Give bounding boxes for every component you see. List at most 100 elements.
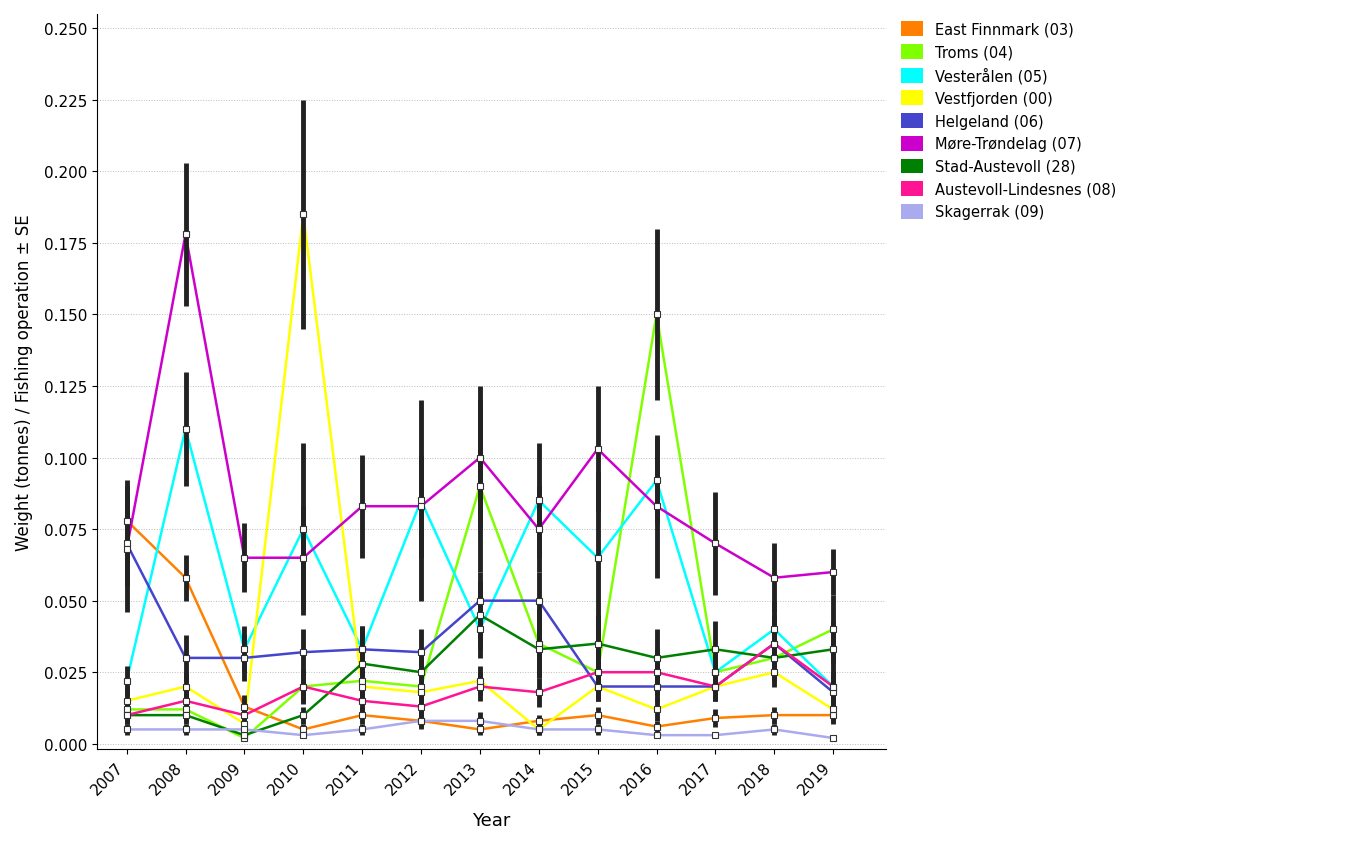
Stad-Austevoll (28) [354,659,370,669]
Troms (04) [825,625,841,635]
Vesterålen (05) [178,425,194,435]
Møre-Trøndelag (07) [295,553,311,563]
Vestfjorden (00) [649,705,665,715]
Vestfjorden (00) [295,210,311,220]
East Finnmark (03) [825,710,841,720]
X-axis label: Year: Year [473,811,511,829]
Line: Skagerrak (09): Skagerrak (09) [127,721,833,738]
Vestfjorden (00) [766,668,783,678]
Helgeland (06) [530,596,546,606]
Møre-Trøndelag (07) [649,501,665,511]
Møre-Trøndelag (07) [354,501,370,511]
Austevoll-Lindesnes (08) [119,710,135,720]
Line: Møre-Trøndelag (07): Møre-Trøndelag (07) [127,235,833,578]
Austevoll-Lindesnes (08) [530,687,546,697]
Austevoll-Lindesnes (08) [236,710,253,720]
Skagerrak (09) [530,724,546,734]
East Finnmark (03) [530,716,546,726]
Skagerrak (09) [178,724,194,734]
East Finnmark (03) [119,516,135,526]
Helgeland (06) [354,645,370,655]
Stad-Austevoll (28) [825,645,841,655]
Møre-Trøndelag (07) [766,573,783,583]
East Finnmark (03) [649,722,665,732]
Skagerrak (09) [590,724,607,734]
Vestfjorden (00) [178,682,194,692]
Austevoll-Lindesnes (08) [649,668,665,678]
Vesterålen (05) [471,625,488,635]
Vestfjorden (00) [590,682,607,692]
Stad-Austevoll (28) [236,730,253,740]
Vestfjorden (00) [471,676,488,686]
Troms (04) [530,639,546,649]
Austevoll-Lindesnes (08) [766,639,783,649]
Troms (04) [708,668,724,678]
Stad-Austevoll (28) [178,710,194,720]
Helgeland (06) [236,653,253,663]
Y-axis label: Weight (tonnes) / Fishing operation ± SE: Weight (tonnes) / Fishing operation ± SE [15,214,33,550]
Vesterålen (05) [766,625,783,635]
Troms (04) [178,705,194,715]
Vestfjorden (00) [119,696,135,706]
Legend: East Finnmark (03), Troms (04), Vesterålen (05), Vestfjorden (00), Helgeland (06: East Finnmark (03), Troms (04), Vesterål… [902,22,1116,220]
Møre-Trøndelag (07) [590,445,607,455]
Skagerrak (09) [471,716,488,726]
Helgeland (06) [649,682,665,692]
Austevoll-Lindesnes (08) [295,682,311,692]
Helgeland (06) [590,682,607,692]
Line: Austevoll-Lindesnes (08): Austevoll-Lindesnes (08) [127,644,833,715]
Vesterålen (05) [825,682,841,692]
East Finnmark (03) [236,701,253,711]
East Finnmark (03) [295,724,311,734]
Vestfjorden (00) [413,687,429,697]
Line: East Finnmark (03): East Finnmark (03) [127,521,833,729]
Vestfjorden (00) [530,724,546,734]
Vesterålen (05) [354,645,370,655]
Vesterålen (05) [708,668,724,678]
Helgeland (06) [708,682,724,692]
Vesterålen (05) [590,553,607,563]
Line: Vestfjorden (00): Vestfjorden (00) [127,215,833,729]
Vestfjorden (00) [236,719,253,729]
Vesterålen (05) [295,524,311,534]
Austevoll-Lindesnes (08) [471,682,488,692]
Stad-Austevoll (28) [590,639,607,649]
Stad-Austevoll (28) [295,710,311,720]
Skagerrak (09) [825,733,841,744]
Møre-Trøndelag (07) [236,553,253,563]
Stad-Austevoll (28) [413,668,429,678]
Austevoll-Lindesnes (08) [590,668,607,678]
Helgeland (06) [295,647,311,657]
Troms (04) [354,676,370,686]
Møre-Trøndelag (07) [178,230,194,241]
Vesterålen (05) [236,645,253,655]
Møre-Trøndelag (07) [413,501,429,511]
Vesterålen (05) [119,676,135,686]
Helgeland (06) [178,653,194,663]
Troms (04) [413,682,429,692]
Stad-Austevoll (28) [766,653,783,663]
East Finnmark (03) [590,710,607,720]
Skagerrak (09) [708,730,724,740]
Skagerrak (09) [354,724,370,734]
East Finnmark (03) [413,716,429,726]
Vesterålen (05) [413,495,429,506]
Troms (04) [236,733,253,744]
Vesterålen (05) [530,495,546,506]
Troms (04) [649,310,665,320]
Line: Vesterålen (05): Vesterålen (05) [127,430,833,687]
Møre-Trøndelag (07) [530,524,546,534]
Vestfjorden (00) [708,682,724,692]
Line: Helgeland (06): Helgeland (06) [127,544,833,692]
Helgeland (06) [119,538,135,549]
Austevoll-Lindesnes (08) [178,696,194,706]
Møre-Trøndelag (07) [708,538,724,549]
Møre-Trøndelag (07) [825,567,841,577]
Helgeland (06) [471,596,488,606]
Stad-Austevoll (28) [119,710,135,720]
Helgeland (06) [825,687,841,697]
Møre-Trøndelag (07) [119,544,135,555]
Skagerrak (09) [119,724,135,734]
Stad-Austevoll (28) [471,610,488,620]
Stad-Austevoll (28) [649,653,665,663]
